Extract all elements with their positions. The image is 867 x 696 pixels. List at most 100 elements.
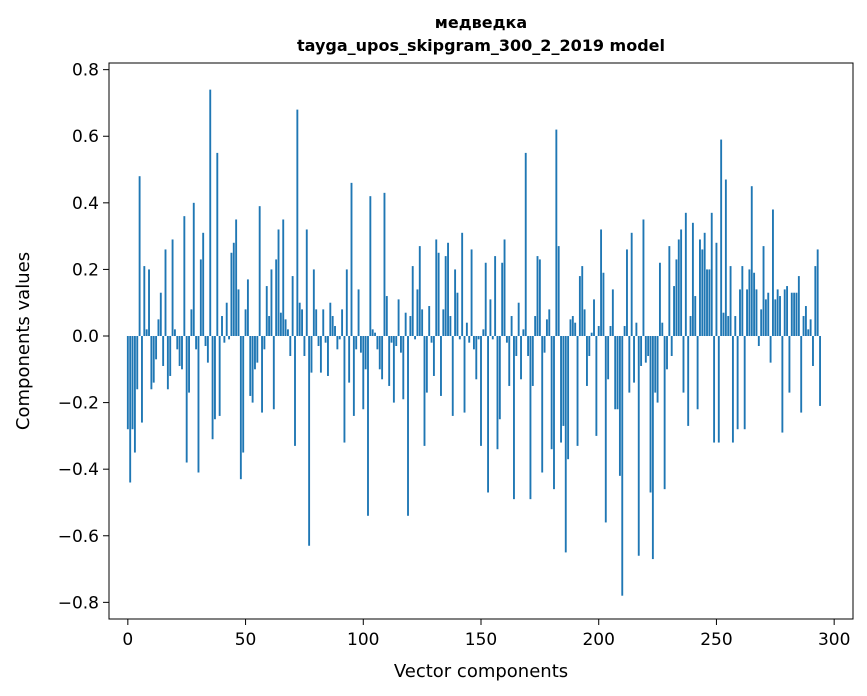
- bar-component-64: [277, 229, 280, 337]
- bar-component-159: [501, 262, 504, 337]
- bar-component-144: [465, 322, 468, 337]
- bar-component-186: [564, 336, 567, 553]
- bar-component-288: [804, 306, 807, 336]
- bar-component-49: [242, 336, 245, 453]
- bar-component-85: [327, 336, 329, 376]
- bar-component-137: [449, 316, 452, 337]
- bar-component-114: [395, 336, 398, 346]
- bar-component-75: [303, 336, 306, 356]
- bar-component-238: [687, 336, 690, 426]
- bar-component-193: [581, 266, 584, 337]
- x-tick-label: 50: [235, 630, 257, 650]
- bar-component-42: [225, 302, 228, 336]
- bar-component-113: [392, 336, 395, 403]
- bar-component-184: [560, 336, 562, 443]
- bar-component-111: [388, 336, 391, 386]
- bar-component-3: [133, 336, 136, 453]
- bar-component-188: [569, 319, 572, 337]
- bar-component-266: [753, 272, 756, 337]
- bar-component-43: [228, 336, 231, 340]
- bar-component-269: [760, 309, 763, 336]
- bar-component-259: [736, 336, 739, 430]
- bar-component-251: [717, 336, 720, 443]
- bar-component-167: [520, 336, 522, 380]
- bar-component-39: [218, 336, 221, 416]
- bar-component-248: [710, 212, 713, 337]
- bar-component-120: [409, 316, 412, 337]
- bar-component-239: [689, 316, 692, 337]
- bar-component-175: [538, 259, 541, 336]
- bar-component-117: [402, 336, 405, 400]
- bar-component-187: [567, 336, 570, 460]
- bar-component-160: [503, 239, 506, 337]
- bar-component-224: [654, 336, 657, 393]
- bar-component-210: [621, 336, 624, 596]
- bar-component-227: [661, 322, 664, 337]
- bar-component-263: [746, 289, 748, 337]
- bar-component-173: [534, 316, 537, 337]
- bar-component-240: [691, 222, 694, 337]
- bar-component-129: [430, 336, 433, 343]
- bar-component-232: [673, 286, 675, 337]
- bar-component-86: [329, 302, 332, 336]
- bar-component-150: [480, 336, 482, 446]
- bar-component-23: [181, 336, 183, 370]
- bar-component-292: [814, 266, 817, 337]
- bar-component-24: [183, 216, 186, 337]
- bar-component-258: [734, 316, 737, 337]
- bar-component-84: [324, 336, 327, 343]
- bar-series: [126, 89, 821, 596]
- bar-component-219: [642, 219, 645, 337]
- bar-component-276: [776, 289, 779, 337]
- bar-component-13: [157, 319, 160, 337]
- y-tick-label: −0.2: [58, 394, 99, 414]
- bar-component-15: [162, 336, 165, 366]
- bar-component-96: [352, 336, 355, 416]
- bar-component-185: [562, 336, 565, 426]
- x-axis-ticks: 0 50 100 150 200 250 300: [122, 619, 850, 650]
- bar-component-89: [336, 336, 339, 350]
- bar-component-48: [239, 336, 242, 480]
- bar-component-177: [543, 336, 546, 353]
- bar-component-250: [715, 242, 718, 336]
- bar-component-56: [258, 206, 261, 336]
- bar-component-162: [508, 336, 511, 386]
- bar-component-274: [772, 209, 774, 336]
- bar-component-8: [145, 329, 148, 337]
- bar-component-208: [616, 336, 619, 410]
- bar-component-21: [176, 336, 179, 350]
- bar-component-229: [666, 336, 668, 370]
- bar-component-178: [545, 319, 548, 337]
- bar-component-192: [578, 276, 581, 337]
- bar-component-76: [305, 229, 308, 337]
- bar-component-80: [315, 309, 318, 336]
- bar-component-98: [357, 289, 360, 337]
- bar-component-92: [343, 336, 346, 443]
- bar-component-106: [376, 336, 379, 350]
- y-tick-label: 0.8: [72, 61, 99, 81]
- bar-component-47: [237, 289, 240, 337]
- bar-component-244: [701, 249, 704, 336]
- bar-component-156: [494, 256, 497, 336]
- bar-component-73: [298, 302, 301, 336]
- bar-component-108: [381, 336, 384, 380]
- bar-component-161: [505, 336, 508, 343]
- bar-component-35: [209, 89, 212, 336]
- bar-component-70: [291, 276, 294, 337]
- bar-component-158: [498, 336, 501, 420]
- bar-component-141: [458, 336, 461, 340]
- bar-component-50: [244, 309, 247, 336]
- x-tick-label: 250: [700, 630, 732, 650]
- bar-component-196: [588, 336, 591, 356]
- bar-component-231: [670, 336, 673, 356]
- bar-component-270: [762, 246, 765, 336]
- bar-component-278: [781, 336, 784, 433]
- bar-component-93: [345, 269, 348, 337]
- bar-component-212: [626, 249, 628, 336]
- bar-component-242: [696, 336, 699, 410]
- bar-component-286: [800, 336, 803, 413]
- bar-component-60: [268, 316, 271, 337]
- bar-component-130: [432, 336, 435, 376]
- bar-component-282: [790, 292, 793, 336]
- bar-component-254: [724, 179, 727, 337]
